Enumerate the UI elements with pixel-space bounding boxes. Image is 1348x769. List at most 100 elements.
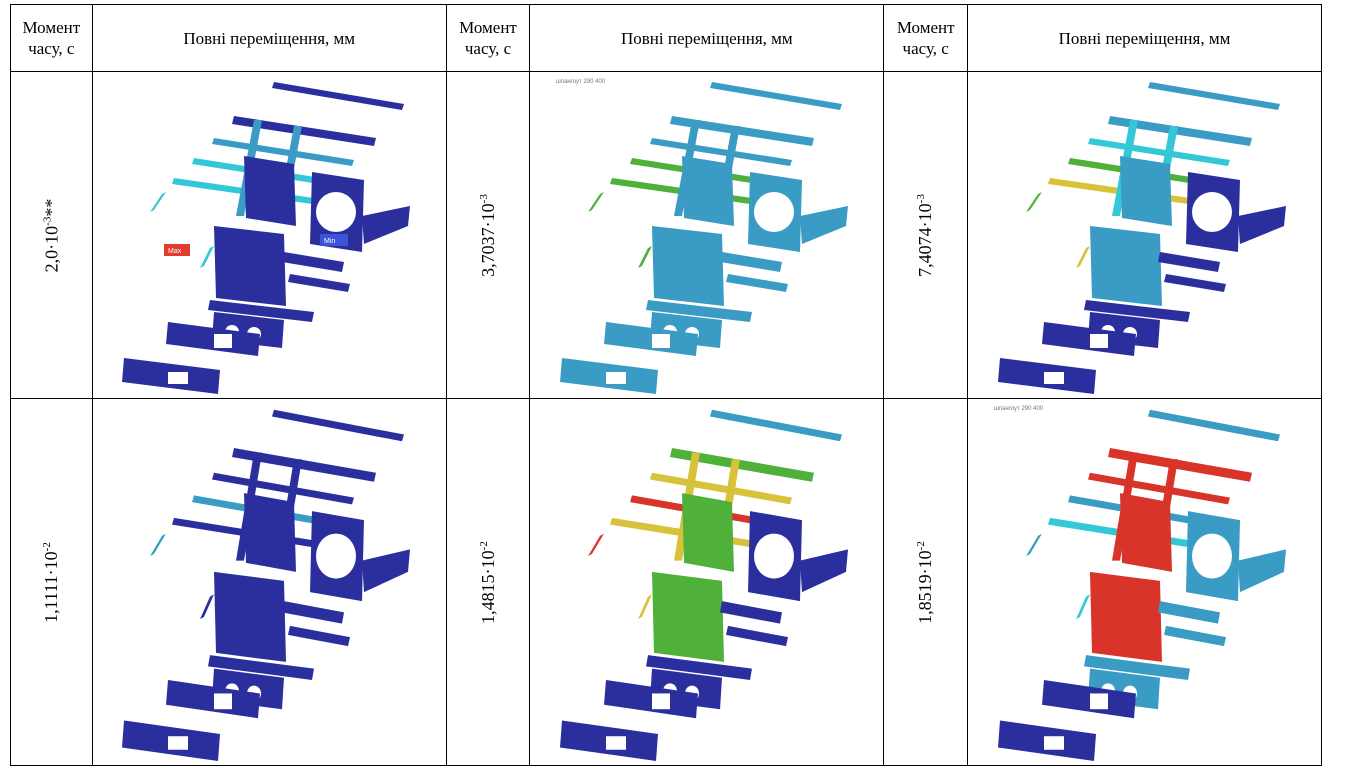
min-label: Min bbox=[324, 238, 335, 245]
frame-bar bbox=[669, 448, 814, 482]
side-bar bbox=[719, 601, 782, 624]
time-header-2: Момент часу, с bbox=[445, 4, 531, 72]
frame-bar bbox=[212, 472, 355, 505]
frame-bar bbox=[1087, 138, 1230, 166]
body-box bbox=[244, 156, 297, 226]
plate-hole bbox=[168, 736, 189, 750]
frame-bar bbox=[649, 472, 792, 505]
plate-hole bbox=[605, 736, 626, 750]
bracket-arm bbox=[362, 549, 411, 593]
bracket-hole bbox=[1191, 192, 1232, 232]
fragment bbox=[1075, 594, 1090, 620]
plate-hole bbox=[651, 693, 670, 710]
body-box bbox=[651, 571, 724, 662]
displacement-header-1: Повні переміщення, мм bbox=[91, 4, 447, 72]
fragment bbox=[150, 192, 167, 212]
model-group bbox=[559, 82, 848, 394]
small-caption: шпангоут 290 400 bbox=[556, 79, 606, 85]
body-box bbox=[1089, 226, 1162, 306]
plot-cell bbox=[91, 398, 447, 766]
plate-hole bbox=[1089, 693, 1108, 710]
fragment bbox=[587, 533, 604, 557]
bracket-hole bbox=[1191, 533, 1232, 579]
time-cell: 1,4815·10-2 bbox=[445, 398, 531, 766]
displacement-header-2: Повні переміщення, мм bbox=[529, 4, 885, 72]
time-cell: 1,8519·10-2 bbox=[883, 398, 969, 766]
bracket-arm bbox=[1237, 206, 1286, 244]
max-marker bbox=[164, 244, 191, 256]
lower-frame bbox=[645, 655, 752, 680]
lower-frame bbox=[645, 300, 752, 322]
body-box bbox=[651, 226, 724, 306]
table-row: 1,1111·10-2 1,4815·10-2 1,8519·10-2 шпан… bbox=[10, 398, 1323, 766]
side-bar bbox=[288, 625, 351, 647]
plot-cell bbox=[529, 398, 885, 766]
plot-cell: шпангоут 290 400 bbox=[529, 71, 885, 399]
bottom-plate bbox=[603, 679, 698, 719]
model-group bbox=[997, 82, 1286, 394]
frame-bar bbox=[212, 138, 355, 166]
plate-hole bbox=[214, 693, 233, 710]
table-row: 2,0·10-3** Max Min 3,7037·10-3 шпангоут 2… bbox=[10, 71, 1323, 399]
fragment bbox=[1025, 533, 1042, 557]
model-group bbox=[122, 409, 411, 761]
displacement-plot-image: шпангоут 290 400 bbox=[556, 79, 848, 394]
body-box bbox=[1089, 571, 1162, 662]
bracket-arm bbox=[799, 549, 848, 593]
plate-hole bbox=[605, 372, 626, 384]
time-cell: 1,1111·10-2 bbox=[10, 398, 93, 766]
side-bar bbox=[1163, 274, 1226, 292]
bottom-plate bbox=[1041, 679, 1136, 719]
body-box bbox=[1119, 156, 1172, 226]
displacement-table: Момент часу, с Повні переміщення, мм Мом… bbox=[10, 4, 1323, 766]
fragment bbox=[1075, 246, 1090, 268]
side-bar bbox=[1157, 252, 1220, 272]
plot-cell bbox=[967, 71, 1323, 399]
body-box bbox=[1119, 493, 1172, 572]
side-bar bbox=[282, 601, 345, 624]
body-box bbox=[681, 156, 734, 226]
displacement-plot-image bbox=[997, 82, 1286, 394]
lower-frame bbox=[1083, 655, 1190, 680]
plate-hole bbox=[214, 334, 233, 348]
side-bar bbox=[1163, 625, 1226, 647]
max-label: Max bbox=[168, 248, 182, 255]
time-cell: 2,0·10-3** bbox=[10, 71, 93, 399]
bracket-hole bbox=[316, 533, 357, 579]
bottom-plate bbox=[166, 322, 261, 356]
fragment bbox=[637, 246, 652, 268]
time-header-3: Момент часу, с bbox=[883, 4, 969, 72]
body-box bbox=[214, 571, 287, 662]
model-group bbox=[122, 82, 411, 394]
time-cell: 7,4074·10-3 bbox=[883, 71, 969, 399]
bracket-arm bbox=[362, 206, 411, 244]
lower-frame bbox=[208, 655, 315, 680]
plot-cell: Max Min bbox=[91, 71, 447, 399]
fragment bbox=[150, 533, 167, 557]
bottom-plate bbox=[1041, 322, 1136, 356]
displacement-header-3: Повні переміщення, мм bbox=[967, 4, 1323, 72]
side-bar bbox=[288, 274, 351, 292]
frame-bar bbox=[1147, 82, 1280, 110]
frame-bar bbox=[272, 82, 405, 110]
displacement-plot-image: Max Min bbox=[122, 82, 411, 394]
frame-bar bbox=[272, 409, 405, 442]
plate-hole bbox=[168, 372, 189, 384]
bracket-hole bbox=[753, 533, 794, 579]
plate-hole bbox=[1043, 736, 1064, 750]
bottom-plate bbox=[166, 679, 261, 719]
bracket-hole bbox=[316, 192, 357, 232]
bottom-plate bbox=[603, 322, 698, 356]
plate-hole bbox=[651, 334, 670, 348]
bracket-hole bbox=[753, 192, 794, 232]
plot-cell: шпангоут 290 400 bbox=[967, 398, 1323, 766]
model-group bbox=[559, 409, 848, 761]
frame-bar bbox=[232, 448, 377, 482]
side-bar bbox=[282, 252, 345, 272]
plate-hole bbox=[1043, 372, 1064, 384]
side-bar bbox=[719, 252, 782, 272]
bracket-arm bbox=[799, 206, 848, 244]
small-caption: шпангоут 290 400 bbox=[994, 406, 1044, 412]
fragment bbox=[200, 246, 215, 268]
displacement-plot-image bbox=[559, 409, 848, 761]
